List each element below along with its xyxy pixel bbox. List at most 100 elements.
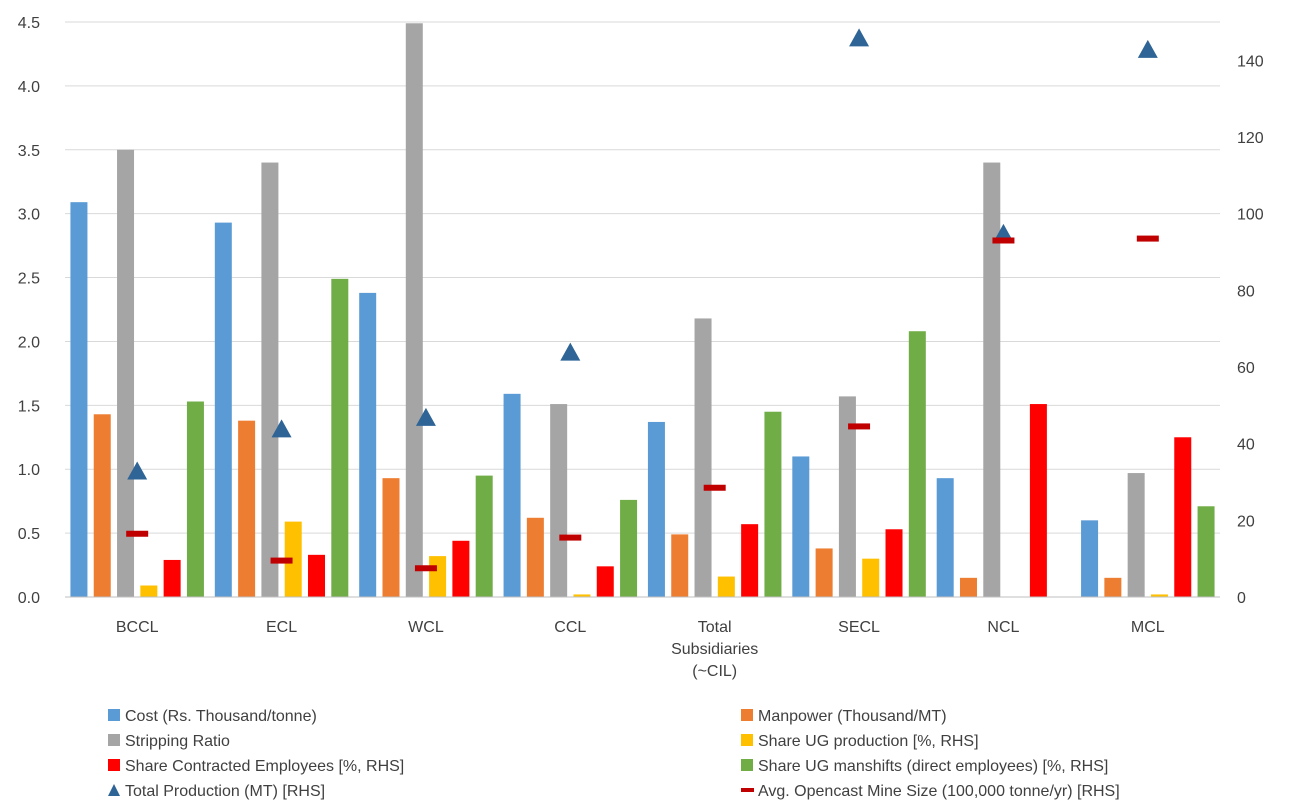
bar: [503, 393, 521, 597]
bar: [1127, 473, 1145, 597]
legend-item: Avg. Opencast Mine Size (100,000 tonne/y…: [741, 783, 1120, 800]
bar: [214, 222, 232, 597]
bar: [959, 577, 977, 597]
mine-size-marker: [992, 237, 1015, 244]
bar: [550, 404, 568, 597]
mine-size-marker: [703, 484, 726, 491]
mine-size-marker: [414, 565, 437, 572]
bar: [117, 149, 135, 597]
left-tick-label: 2.5: [18, 271, 40, 288]
right-tick-label: 0: [1237, 590, 1246, 607]
production-marker: [1137, 39, 1158, 58]
markers: [126, 28, 1159, 572]
bar: [526, 517, 544, 597]
category-label: ECL: [266, 619, 297, 636]
production-marker: [849, 28, 870, 47]
legend-swatch: [108, 734, 120, 746]
production-marker: [560, 342, 581, 361]
bar: [308, 554, 326, 597]
bar: [671, 534, 689, 597]
legend-label: Share UG production [%, RHS]: [758, 733, 979, 750]
production-marker: [993, 223, 1014, 242]
right-tick-label: 60: [1237, 360, 1255, 377]
legend-item: Manpower (Thousand/MT): [741, 708, 947, 725]
left-tick-label: 2.0: [18, 334, 40, 351]
legend-label: Share Contracted Employees [%, RHS]: [125, 758, 404, 775]
left-axis-ticks: 0.0 0.5 1.0 1.5 2.0 2.5 3.0 3.5 4.0 4.5: [18, 15, 40, 607]
bar: [382, 478, 400, 597]
bars: [70, 23, 1215, 598]
legend-swatch: [741, 734, 753, 746]
bar: [475, 475, 493, 597]
bar: [359, 292, 377, 597]
legend-label: Cost (Rs. Thousand/tonne): [125, 708, 317, 725]
category-label: SECL: [838, 619, 880, 636]
bar: [238, 420, 256, 597]
category-labels: BCCL ECL WCL CCL Total Subsidiaries (~CIL) SECL…: [116, 619, 1165, 680]
bar: [983, 162, 1001, 598]
legend-swatch: [741, 759, 753, 771]
bar: [1104, 577, 1122, 597]
bar: [140, 585, 158, 597]
bar: [620, 499, 638, 597]
left-tick-label: 0.0: [18, 590, 40, 607]
legend-item: Total Production (MT) [RHS]: [108, 783, 325, 800]
legend-label: Stripping Ratio: [125, 733, 230, 750]
legend-label: Share UG manshifts (direct employees) [%…: [758, 758, 1108, 775]
legend-label: Manpower (Thousand/MT): [758, 708, 947, 725]
production-marker: [271, 419, 292, 438]
left-tick-label: 4.0: [18, 79, 40, 96]
category-label: Subsidiaries: [671, 641, 758, 658]
right-tick-label: 100: [1237, 207, 1264, 224]
legend-label: Avg. Opencast Mine Size (100,000 tonne/y…: [758, 783, 1120, 800]
bar: [573, 594, 591, 597]
right-tick-label: 120: [1237, 130, 1264, 147]
bar: [815, 548, 833, 597]
bar: [717, 576, 735, 597]
bar: [163, 559, 181, 597]
mine-size-marker: [126, 530, 149, 537]
bar: [862, 558, 880, 597]
legend-item: Share UG manshifts (direct employees) [%…: [741, 758, 1108, 775]
bar: [1197, 506, 1215, 597]
bar: [596, 566, 614, 597]
left-tick-label: 4.5: [18, 15, 40, 32]
gridlines: [65, 21, 1220, 534]
legend-swatch: [741, 709, 753, 721]
bar: [1174, 437, 1192, 597]
left-tick-label: 1.0: [18, 462, 40, 479]
bar: [1150, 594, 1168, 597]
legend-swatch: [108, 784, 120, 796]
mine-size-marker: [559, 534, 582, 541]
mine-size-marker: [1136, 235, 1159, 242]
legend-item: Stripping Ratio: [108, 733, 230, 750]
bar: [1081, 520, 1099, 597]
right-tick-label: 140: [1237, 53, 1264, 70]
bar: [741, 524, 759, 597]
legend-swatch: [741, 788, 754, 792]
left-tick-label: 0.5: [18, 526, 40, 543]
left-tick-label: 3.0: [18, 207, 40, 224]
bar: [284, 521, 302, 597]
category-label: BCCL: [116, 619, 159, 636]
category-label: CCL: [554, 619, 586, 636]
production-marker: [415, 407, 436, 426]
right-tick-label: 80: [1237, 283, 1255, 300]
right-tick-label: 40: [1237, 437, 1255, 454]
bar: [936, 478, 954, 597]
bar: [429, 556, 447, 597]
left-tick-label: 1.5: [18, 398, 40, 415]
bar: [261, 162, 279, 598]
bar: [186, 401, 204, 597]
bar: [331, 278, 349, 597]
bar: [405, 23, 423, 598]
category-label: MCL: [1131, 619, 1165, 636]
legend-item: Share Contracted Employees [%, RHS]: [108, 758, 404, 775]
bar: [908, 331, 926, 597]
category-label: (~CIL): [692, 663, 737, 680]
bar: [452, 540, 470, 597]
bar: [93, 414, 111, 597]
mine-size-marker: [848, 423, 871, 430]
legend-item: Share UG production [%, RHS]: [741, 733, 979, 750]
